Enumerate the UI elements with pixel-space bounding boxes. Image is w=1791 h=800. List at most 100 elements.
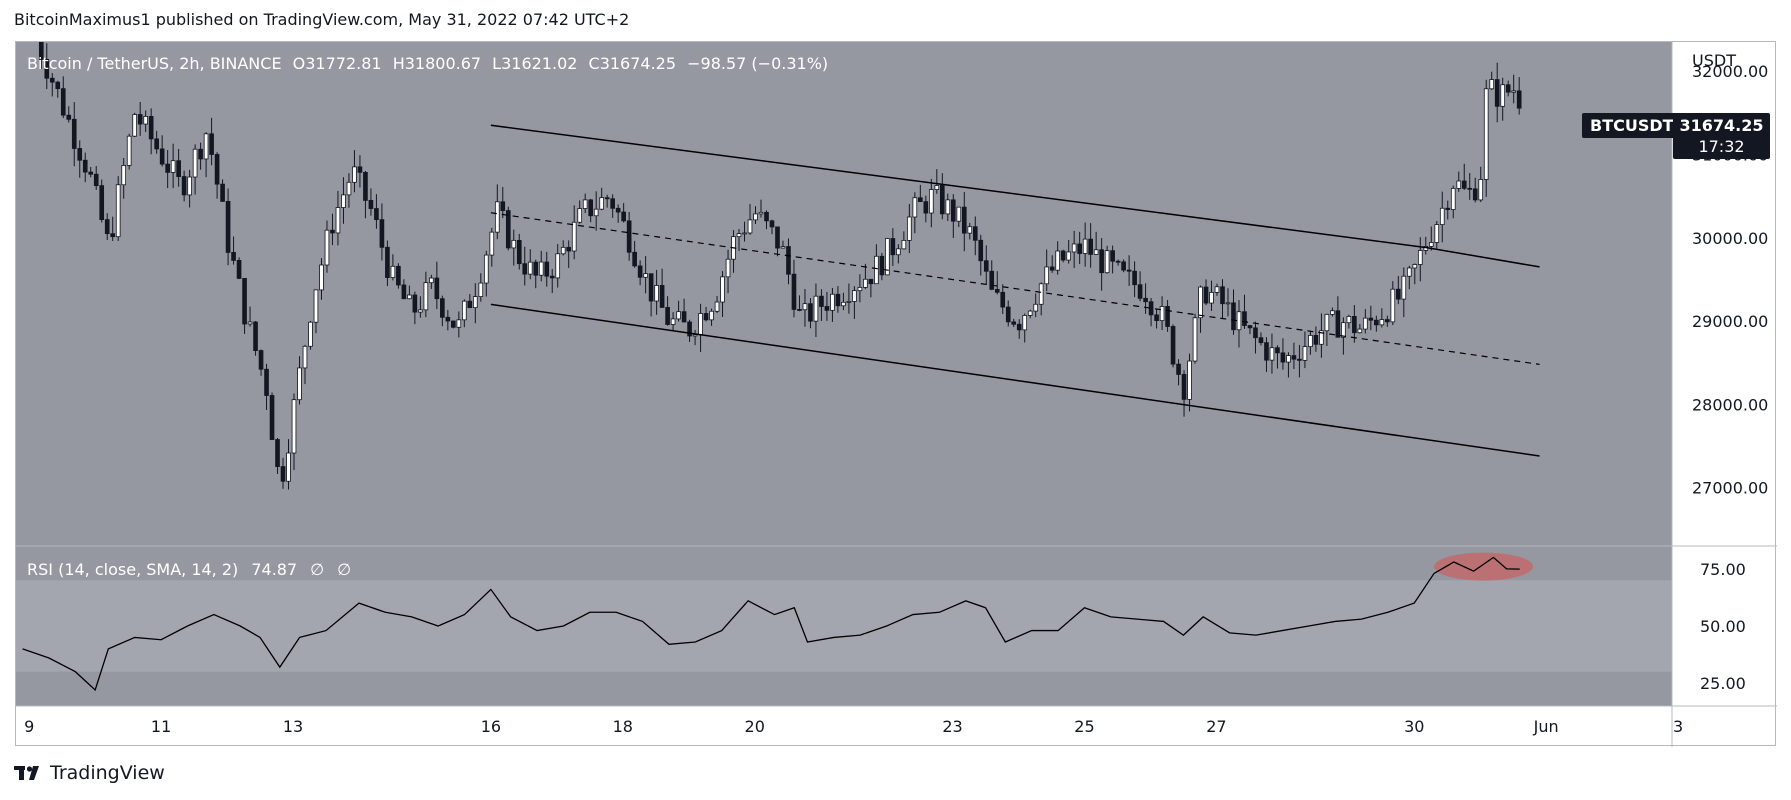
candle-body <box>247 321 253 325</box>
candle-body <box>418 309 423 313</box>
candle-body <box>972 226 978 241</box>
candle-body <box>928 189 934 214</box>
candle-body <box>1099 249 1104 274</box>
candle-body <box>308 321 313 347</box>
channel-middle-line <box>490 212 1540 365</box>
candle-body <box>527 261 533 275</box>
candle-body <box>170 160 176 173</box>
candle-body <box>769 220 775 228</box>
candle-body <box>99 185 105 220</box>
price-tick-label: 32000.00 <box>1692 62 1768 81</box>
time-tick-label: 23 <box>942 717 962 736</box>
candle-body <box>1132 270 1137 286</box>
last-price-tag: 31674.25 17:32 <box>1673 113 1770 159</box>
candle-body <box>242 278 247 325</box>
candle-body <box>1093 249 1099 255</box>
candle-body <box>918 197 923 203</box>
symbol-title[interactable]: Bitcoin / TetherUS, 2h, BINANCE <box>27 54 282 73</box>
low-value: 31621.02 <box>501 54 578 73</box>
candle-body <box>1516 90 1522 109</box>
candle-body <box>659 285 665 308</box>
candle-body <box>516 239 522 265</box>
candle-body <box>1330 310 1335 315</box>
candle-body <box>819 295 824 307</box>
candle-body <box>1280 352 1286 363</box>
candle-body <box>1439 207 1445 225</box>
candle-body <box>1005 306 1011 323</box>
candle-body <box>335 207 341 234</box>
rsi-highlight-ellipse <box>1434 552 1533 581</box>
candle-body <box>1428 242 1434 247</box>
candle-body <box>648 273 654 302</box>
candle-body <box>885 238 890 276</box>
candle-body <box>775 226 780 249</box>
candle-body <box>577 208 583 223</box>
candle-body <box>220 183 225 202</box>
candle-body <box>939 185 945 215</box>
rsi-title[interactable]: RSI (14, close, SMA, 14, 2) <box>27 560 239 579</box>
chart-canvas[interactable]: 32000.0031000.0030000.0029000.0028000.00… <box>16 42 1777 747</box>
candle-body <box>830 293 835 311</box>
candle-body <box>297 367 302 401</box>
price-axis-currency: USDT <box>1692 51 1736 70</box>
candle-body <box>461 300 467 321</box>
last-price-value: 31674.25 <box>1679 116 1764 135</box>
candle-body <box>203 133 209 160</box>
candle-body <box>1275 347 1280 354</box>
candle-body <box>1494 79 1500 107</box>
rsi-slot-2: ∅ <box>337 560 352 579</box>
candle-body <box>1379 319 1385 326</box>
candle-body <box>1016 323 1022 331</box>
candle-body <box>429 277 434 284</box>
candle-body <box>275 439 280 467</box>
candle-body <box>1335 310 1341 338</box>
candle-body <box>214 154 220 185</box>
candle-body <box>319 264 324 291</box>
time-tick-label: 3 <box>1673 717 1683 736</box>
candle-body <box>489 231 495 256</box>
candle-body <box>49 77 55 83</box>
candle-body <box>132 114 138 137</box>
candle-body <box>758 211 764 215</box>
candle-body <box>1434 224 1440 243</box>
candle-body <box>1247 325 1253 329</box>
candle-body <box>1000 291 1006 308</box>
candle-body <box>1461 180 1467 189</box>
time-tick-label: 25 <box>1074 717 1094 736</box>
candle-body <box>621 211 626 222</box>
candle-body <box>1011 321 1017 325</box>
candle-body <box>1203 286 1209 304</box>
candle-body <box>626 220 632 253</box>
candle-body <box>1346 316 1352 324</box>
candle-body <box>1505 84 1511 93</box>
candle-body <box>1220 286 1225 305</box>
candle-body <box>1368 317 1374 321</box>
candle-body <box>1214 286 1220 293</box>
candle-body <box>1286 355 1291 363</box>
low-key: L <box>492 54 502 73</box>
candle-body <box>1500 84 1506 107</box>
candle-body <box>1049 266 1055 271</box>
candle-body <box>1445 207 1451 210</box>
candle-body <box>1297 358 1302 361</box>
candle-body <box>1390 288 1396 323</box>
candle-body <box>670 318 676 325</box>
candle-body <box>797 309 802 311</box>
candle-body <box>1176 363 1181 375</box>
candle-body <box>1110 250 1115 262</box>
candle-body <box>1192 317 1198 362</box>
chart-frame[interactable]: 32000.0031000.0030000.0029000.0028000.00… <box>15 41 1777 747</box>
footer-brand[interactable]: TradingView <box>14 762 165 784</box>
bar-countdown: 17:32 <box>1698 137 1745 156</box>
candle-body <box>137 114 143 125</box>
candle-body <box>698 313 703 336</box>
rsi-tick-label: 75.00 <box>1700 560 1746 579</box>
candle-body <box>841 301 846 307</box>
channel-upper-line <box>490 124 1540 268</box>
price-tick-label: 28000.00 <box>1692 395 1768 414</box>
candle-body <box>1357 328 1363 334</box>
candle-body <box>912 197 918 218</box>
candle-body <box>126 135 132 166</box>
candle-body <box>549 275 555 279</box>
candle-body <box>181 176 187 196</box>
